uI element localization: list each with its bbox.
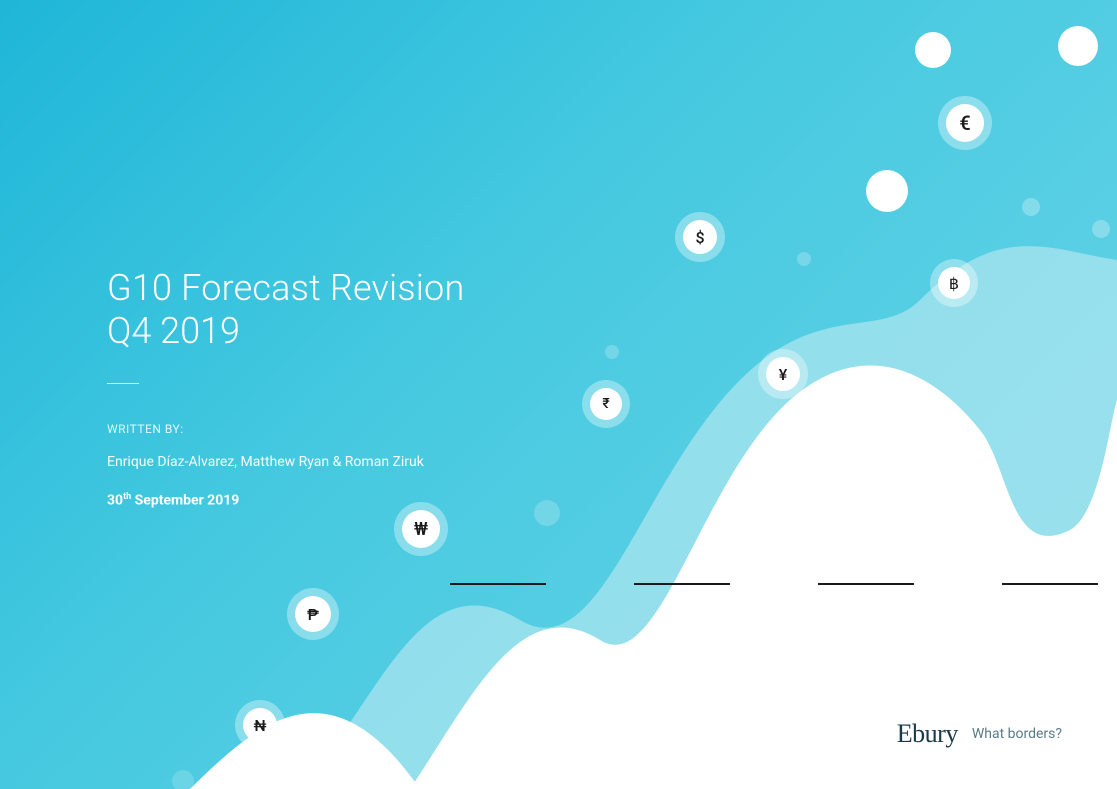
currency-chip-peso: ₱: [295, 596, 331, 632]
dot-decor: [1092, 220, 1110, 238]
title-line1: G10 Forecast Revision: [107, 268, 464, 309]
dot-decor: [915, 32, 951, 68]
dot-decor: [172, 770, 194, 789]
dot-decor: [866, 170, 908, 212]
dot-decor: [1058, 26, 1098, 66]
currency-chip-yen: ¥: [766, 357, 800, 391]
currency-chip-won: ₩: [402, 510, 440, 548]
brand-tagline: What borders?: [972, 726, 1062, 742]
currency-chip-rupee: ₹: [590, 388, 622, 420]
dot-decor: [797, 252, 811, 266]
axis-tick: [450, 583, 546, 585]
title-line2: Q4 2019: [107, 311, 464, 352]
axis-tick: [634, 583, 730, 585]
date: 30th September 2019: [107, 492, 464, 509]
currency-chip-euro: €: [946, 104, 984, 142]
title-block: G10 Forecast Revision Q4 2019 WRITTEN BY…: [107, 268, 464, 508]
brand-logo: Ebury: [897, 719, 958, 749]
dot-decor: [864, 372, 918, 426]
currency-chip-baht: ฿: [938, 267, 970, 299]
footer: Ebury What borders?: [897, 719, 1062, 749]
date-day: 30: [107, 492, 123, 508]
dot-decor: [534, 500, 560, 526]
authors: Enrique Díaz-Alvarez, Matthew Ryan & Rom…: [107, 454, 464, 470]
date-suffix: th: [123, 492, 131, 502]
currency-chip-dollar: $: [683, 220, 717, 254]
cover-page: € $ ฿ ¥ ₹ ₩ ₱ ₦ G10 Forecast Revision Q4…: [0, 0, 1117, 789]
axis-tick: [818, 583, 914, 585]
dot-decor: [1022, 198, 1040, 216]
written-by-label: WRITTEN BY:: [107, 422, 464, 436]
axis-tick: [1002, 583, 1098, 585]
date-rest: September 2019: [131, 492, 239, 508]
dot-decor: [605, 345, 619, 359]
title-rule: [107, 383, 139, 384]
currency-chip-naira: ₦: [243, 708, 277, 742]
